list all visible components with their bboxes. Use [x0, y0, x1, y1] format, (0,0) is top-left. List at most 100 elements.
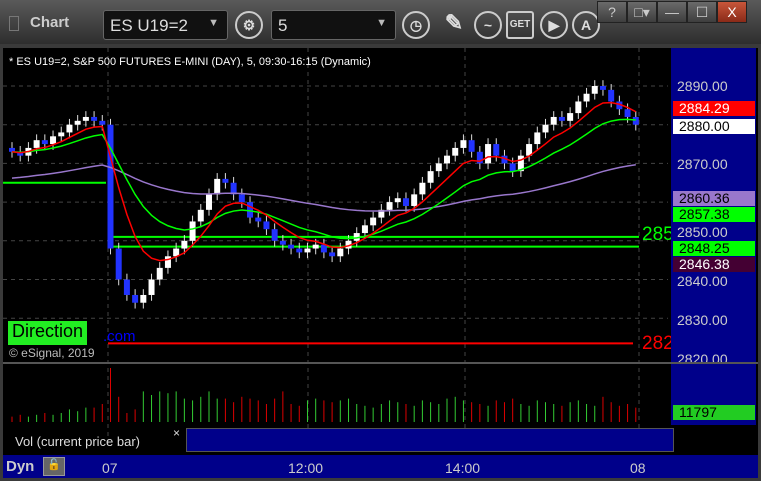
candle — [534, 132, 541, 145]
candle — [567, 113, 574, 121]
candle — [238, 194, 245, 203]
candle — [402, 198, 409, 206]
candle — [181, 240, 188, 249]
chart-plot — [3, 48, 668, 448]
candle — [304, 248, 311, 253]
dyn-label: Dyn — [6, 458, 35, 475]
copyright: © eSignal, 2019 — [9, 346, 95, 360]
candle — [222, 178, 229, 183]
time-label: 14:00 — [445, 460, 481, 476]
candle — [320, 244, 327, 253]
candle — [468, 140, 475, 152]
moving-average-line — [11, 101, 637, 262]
price-tag: 2848.25 — [673, 241, 755, 256]
candle — [255, 217, 262, 222]
link-button[interactable]: □▾ — [627, 1, 657, 23]
window-title: Chart — [30, 14, 70, 31]
candle — [279, 240, 286, 245]
chart-header: * ES U19=2, S&P 500 FUTURES E-MINI (DAY)… — [9, 56, 371, 68]
candle — [247, 202, 254, 218]
get-icon[interactable]: GET — [506, 11, 534, 39]
close-button[interactable]: X — [717, 1, 747, 23]
gear-icon[interactable]: ⚙ — [235, 11, 263, 39]
candle — [58, 132, 65, 137]
title-bar: Chart ES U19=2 ▼ ⚙ 5 ▼ ◷ ✎ ~ GET ▶ A ? □▾ … — [0, 0, 761, 44]
candle — [550, 116, 557, 125]
candle — [189, 221, 196, 241]
time-label: 07 — [102, 460, 118, 476]
pane-divider[interactable] — [3, 362, 758, 364]
candle — [296, 248, 303, 253]
candle — [205, 194, 212, 210]
candle — [148, 279, 155, 295]
level-label: 285 — [642, 224, 671, 245]
candle — [485, 144, 492, 164]
moving-average-line — [11, 164, 636, 212]
alert-icon[interactable]: A — [572, 11, 600, 39]
candle — [526, 144, 533, 156]
price-label: 2870.00 — [677, 156, 728, 172]
drag-grip-icon[interactable] — [9, 16, 19, 31]
candle — [624, 109, 631, 117]
volume-study-label: Vol (current price bar) — [15, 434, 140, 449]
play-icon[interactable]: ▶ — [540, 11, 568, 39]
candle — [394, 198, 401, 203]
price-label: 2850.00 — [677, 224, 728, 240]
study-icon[interactable]: ~ — [474, 11, 502, 39]
time-axis[interactable]: Dyn 🔓 07 12:00 14:00 08 — [3, 455, 758, 478]
candle — [558, 116, 565, 121]
candle — [444, 155, 451, 164]
symbol-value: ES U19=2 — [110, 16, 188, 35]
candle — [271, 229, 278, 241]
candle — [288, 244, 295, 249]
pencil-icon[interactable]: ✎ — [444, 10, 464, 35]
interval-combo[interactable]: 5 ▼ — [271, 10, 396, 40]
candle — [156, 267, 163, 280]
candle — [509, 163, 516, 172]
price-tag: 2857.38 — [673, 207, 755, 222]
candle — [435, 163, 442, 172]
candle — [263, 221, 270, 230]
candle — [173, 248, 180, 257]
candle — [164, 256, 171, 268]
candle — [419, 182, 426, 195]
maximize-button[interactable]: ☐ — [687, 1, 717, 23]
candle — [591, 86, 598, 94]
candle — [9, 147, 15, 152]
candle — [411, 194, 418, 206]
price-tag: 2884.29 — [673, 101, 755, 116]
direction-badge: Direction — [8, 321, 88, 345]
candle — [17, 151, 24, 156]
price-label: 2820.00 — [677, 351, 728, 367]
close-study-icon[interactable]: × — [173, 426, 181, 440]
candle — [452, 147, 459, 156]
time-label: 12:00 — [288, 460, 324, 476]
minimize-button[interactable]: — — [657, 1, 687, 23]
candle — [616, 101, 623, 110]
symbol-combo[interactable]: ES U19=2 ▼ — [103, 10, 228, 40]
candle — [632, 116, 639, 125]
candle — [476, 151, 483, 164]
candle — [386, 202, 393, 210]
help-button[interactable]: ? — [597, 1, 627, 23]
candle — [575, 101, 582, 114]
watermark: .com — [103, 328, 136, 345]
chart-area[interactable]: * ES U19=2, S&P 500 FUTURES E-MINI (DAY)… — [3, 48, 758, 478]
candle — [501, 155, 508, 164]
moving-average-line — [11, 118, 636, 240]
chevron-down-icon: ▼ — [376, 17, 387, 29]
candle — [123, 279, 130, 295]
candle — [197, 209, 204, 222]
candle — [378, 209, 385, 218]
price-label: 2840.00 — [677, 273, 728, 289]
price-tag: 2846.38 — [673, 257, 755, 272]
level-label: 282 — [642, 333, 671, 354]
lock-icon[interactable]: 🔓 — [43, 457, 65, 476]
interval-value: 5 — [278, 16, 288, 35]
candle — [107, 124, 114, 249]
candle — [517, 155, 524, 172]
clock-icon[interactable]: ◷ — [402, 11, 430, 39]
candle — [542, 124, 549, 133]
candle — [99, 120, 106, 125]
candle — [599, 86, 606, 90]
